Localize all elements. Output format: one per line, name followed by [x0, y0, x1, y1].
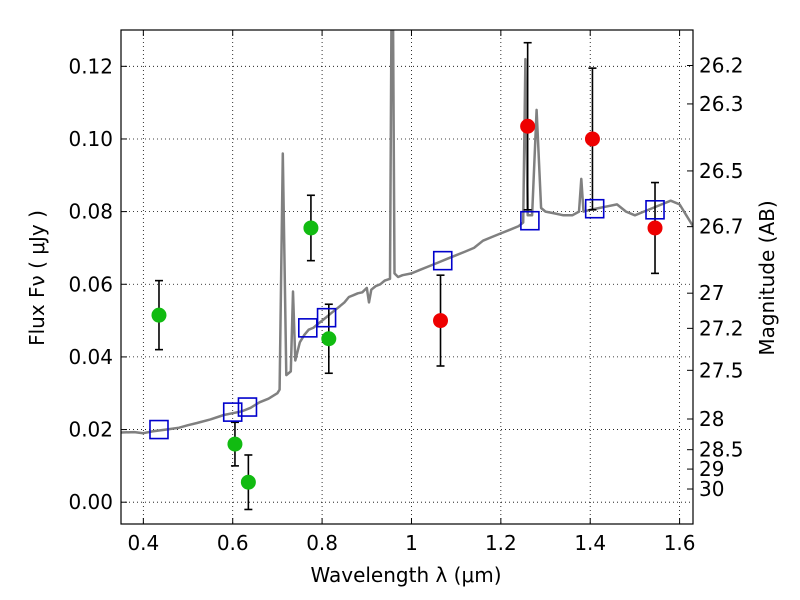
right-tick-label: 29 [699, 457, 724, 481]
green-data-point [303, 220, 319, 236]
right-tick-label: 26.7 [699, 215, 744, 239]
model-flux-box [584, 198, 605, 219]
x-tick-label: 0.4 [127, 531, 159, 555]
right-tick-label: 26.3 [699, 92, 744, 116]
y-tick-label: 0.12 [68, 54, 113, 78]
grid [121, 30, 693, 524]
right-tick-label: 26.5 [699, 159, 744, 183]
y-axis-label: Flux Fν ( μJy ) [25, 210, 49, 346]
plot-frame [120, 29, 694, 525]
right-tick-label: 28.5 [699, 438, 744, 462]
right-tick-label: 30 [699, 477, 724, 501]
model-flux-box [149, 419, 169, 440]
green-data-point [240, 474, 256, 490]
green-data-point [321, 331, 337, 347]
red-data-point [520, 118, 536, 134]
right-tick-label: 26.2 [699, 54, 744, 78]
model-flux-box [222, 402, 243, 422]
y-tick-label: 0.04 [68, 345, 113, 369]
x-tick-label: 1.4 [574, 531, 606, 555]
y-tick-label: 0.02 [68, 418, 113, 442]
x-tick-label: 0.6 [217, 531, 249, 555]
y-axis-ticks: 0.00 0.02 0.04 0.06 0.08 0.10 0.12 [68, 54, 127, 514]
model-spectrum-line [121, 30, 693, 435]
red-data-point [433, 313, 449, 329]
right-tick-label: 28 [699, 407, 724, 431]
y-tick-label: 0.06 [68, 272, 113, 296]
spectrum-layer [121, 30, 693, 435]
model-flux-box [645, 200, 665, 220]
points-layer [149, 41, 665, 511]
x-axis-label: Wavelength λ (μm) [310, 563, 501, 587]
y-tick-label: 0.00 [68, 490, 113, 514]
right-tick-label: 27 [699, 281, 724, 305]
x-tick-label: 1.6 [664, 531, 696, 555]
model-flux-box [237, 397, 258, 417]
right-tick-label: 27.2 [699, 316, 744, 340]
red-data-point [584, 131, 600, 147]
model-flux-box [520, 210, 540, 231]
model-flux-box [316, 307, 337, 328]
right-axis-label: Magnitude (AB) [755, 200, 779, 355]
right-tick-label: 27.5 [699, 358, 744, 382]
green-data-point [151, 307, 167, 323]
green-data-point [227, 436, 243, 452]
model-flux-box [432, 250, 453, 271]
x-tick-label: 0.8 [306, 531, 338, 555]
y-tick-label: 0.10 [68, 127, 113, 151]
x-axis-ticks: 0.4 0.6 0.8 1 1.2 1.4 1.6 [127, 30, 696, 555]
x-tick-label: 1.2 [485, 531, 517, 555]
red-data-point [647, 220, 663, 236]
x-tick-label: 1 [405, 531, 418, 555]
y-tick-label: 0.08 [68, 200, 113, 224]
model-flux-box [297, 318, 318, 338]
